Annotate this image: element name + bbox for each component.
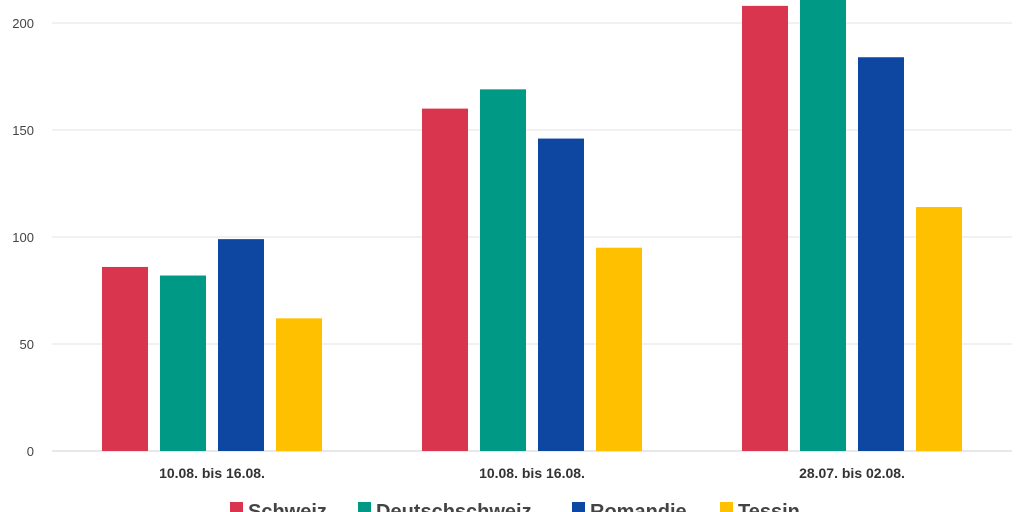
y-tick-label: 200 [12,16,34,31]
legend-label-tessin: Tessin [738,501,800,512]
bar-deutschschweiz-2 [800,0,846,451]
legend-label-schweiz: Schweiz [248,501,327,512]
legend-swatch-schweiz [230,502,243,512]
legend-label-romandie: Romandie [590,501,687,512]
legend-swatch-tessin [720,502,733,512]
bar-romandie-0 [218,239,264,451]
legend: Schweiz Deutschschweiz Romandie Tessin [230,501,800,512]
bar-schweiz-1 [422,108,468,451]
y-tick-label: 0 [27,444,34,459]
bar-romandie-2 [858,57,904,452]
y-tick-label: 150 [12,123,34,138]
bar-tessin-1 [596,247,642,451]
bar-schweiz-0 [102,266,148,451]
x-category-label: 10.08. bis 16.08. [159,465,265,481]
grid-layer [52,22,1012,452]
bars-layer [102,0,962,452]
legend-swatch-deutschschweiz [358,502,371,512]
bar-romandie-1 [538,138,584,451]
bar-deutschschweiz-0 [160,275,206,451]
legend-label-deutschschweiz: Deutschschweiz [376,501,532,512]
legend-swatch-romandie [572,502,585,512]
bar-deutschschweiz-1 [480,89,526,451]
x-category-label: 10.08. bis 16.08. [479,465,585,481]
y-tick-label: 50 [20,337,34,352]
y-tick-label: 100 [12,230,34,245]
x-category-label: 28.07. bis 02.08. [799,465,905,481]
bar-tessin-2 [916,207,962,451]
axis-layer: 0 50 100 150 200 10.08. bis 16.08. 10.08. bis … [12,16,905,481]
bar-schweiz-2 [742,5,788,451]
bar-tessin-0 [276,318,322,451]
